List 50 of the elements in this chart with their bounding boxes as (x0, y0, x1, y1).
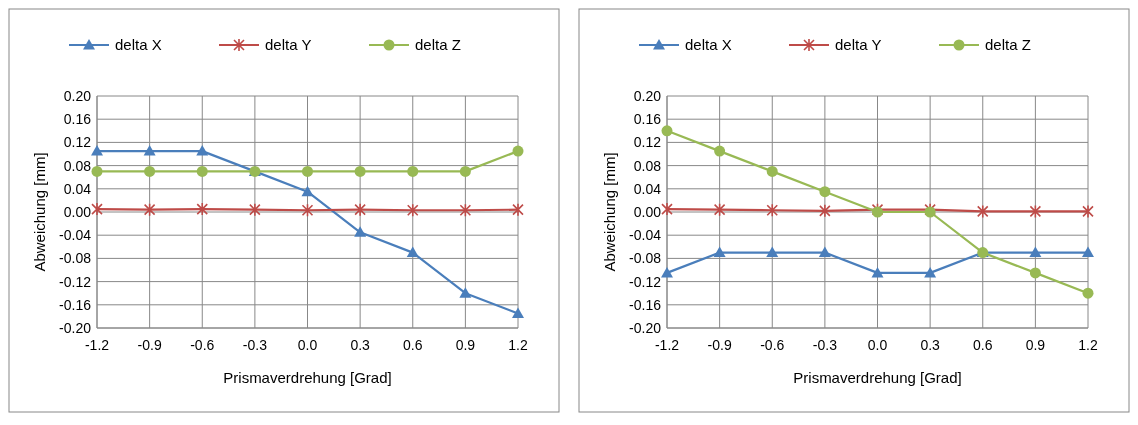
x-tick-label: -0.6 (190, 337, 215, 353)
x-tick-label: 0.6 (973, 337, 993, 353)
y-tick-label: 0.16 (633, 111, 662, 128)
y-tick-label: 0.08 (63, 157, 92, 174)
y-tick-label: -0.08 (59, 250, 92, 267)
x-tick-label: 1.2 (1078, 337, 1098, 353)
legend-label: delta X (685, 36, 732, 54)
y-tick-label: 0.08 (633, 157, 662, 174)
y-tick-label: 0.12 (63, 134, 92, 151)
legend-label: delta X (115, 36, 162, 54)
legend-label: delta Y (835, 36, 882, 54)
legend-label: delta Z (985, 36, 1031, 54)
x-tick-label: 0.3 (350, 337, 371, 353)
y-axis-title: Abweichung [mm] (601, 152, 618, 272)
y-axis-title: Abweichung [mm] (31, 152, 48, 272)
y-tick-label: -0.16 (59, 296, 92, 313)
y-tick-label: -0.20 (59, 319, 92, 336)
y-tick-label: 0.12 (633, 134, 662, 151)
y-tick-label: -0.20 (629, 319, 662, 336)
y-tick-label: -0.16 (629, 296, 662, 313)
y-tick-label: -0.12 (629, 273, 662, 290)
x-tick-label: 0.6 (403, 337, 423, 353)
x-tick-label: -0.3 (812, 337, 838, 353)
x-axis-title: Prismaverdrehung [Grad] (223, 369, 392, 386)
x-tick-label: -0.6 (760, 337, 785, 353)
legend-label: delta Z (415, 36, 461, 54)
x-tick-label: -0.9 (137, 337, 162, 353)
x-axis-title: Prismaverdrehung [Grad] (793, 369, 962, 386)
x-tick-label: -1.2 (654, 337, 680, 353)
x-tick-label: 0.3 (920, 337, 941, 353)
y-tick-label: 0.00 (63, 203, 92, 220)
x-tick-label: 0.0 (297, 337, 318, 353)
y-tick-label: 0.04 (63, 180, 92, 197)
y-tick-label: -0.04 (629, 227, 662, 244)
y-tick-label: -0.12 (59, 273, 92, 290)
y-tick-label: -0.04 (59, 227, 92, 244)
y-tick-label: 0.20 (63, 87, 92, 104)
y-tick-label: -0.08 (629, 250, 662, 267)
x-tick-label: 1.2 (508, 337, 528, 353)
x-tick-label: -0.3 (242, 337, 268, 353)
legend-label: delta Y (265, 36, 312, 54)
x-tick-label: -0.9 (707, 337, 732, 353)
x-tick-label: 0.9 (455, 337, 476, 353)
x-tick-label: 0.0 (867, 337, 888, 353)
y-tick-label: 0.20 (633, 87, 662, 104)
y-tick-label: 0.04 (633, 180, 662, 197)
y-tick-label: 0.16 (63, 111, 92, 128)
y-tick-label: 0.00 (633, 203, 662, 220)
x-tick-label: -1.2 (84, 337, 110, 353)
x-tick-label: 0.9 (1025, 337, 1046, 353)
